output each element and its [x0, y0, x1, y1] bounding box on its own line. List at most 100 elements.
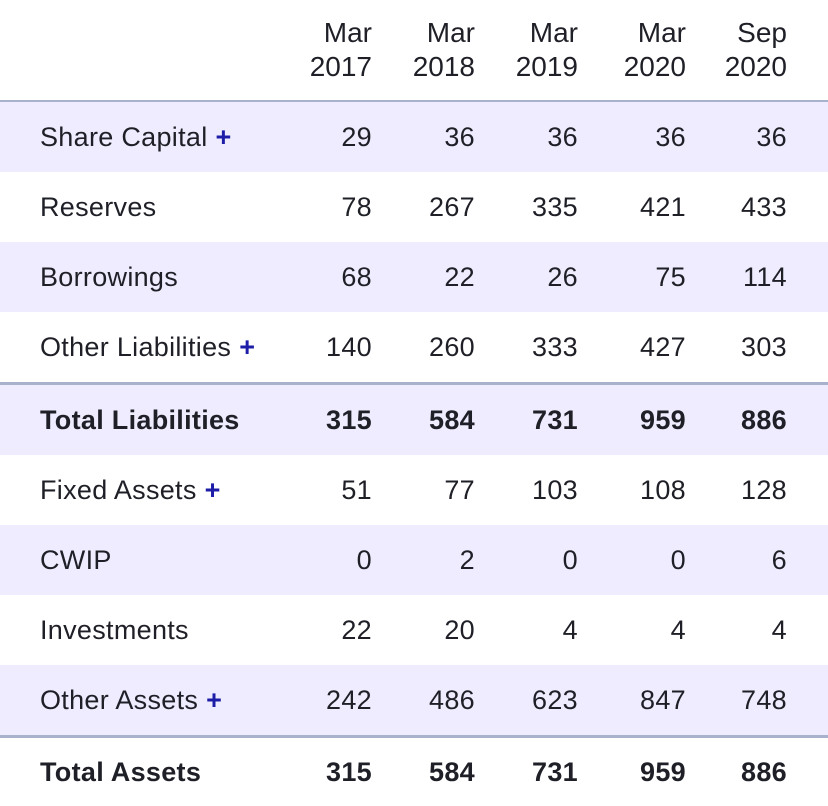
value-cell: 36	[690, 101, 828, 172]
cell-value: 335	[532, 191, 578, 222]
cell-value: 584	[429, 404, 475, 435]
cell-value: 36	[655, 121, 686, 152]
value-cell: 748	[690, 665, 828, 737]
cell-value: 4	[670, 614, 686, 645]
table-row-share-capital[interactable]: Share Capital + 29 36 36 36 36	[0, 101, 828, 172]
row-label: Total Liabilities	[40, 404, 240, 435]
row-label: Reserves	[40, 191, 157, 222]
value-cell: 267	[376, 172, 479, 242]
table-row-other-liabilities[interactable]: Other Liabilities +140 260 333 427 303	[0, 312, 828, 384]
value-cell: 886	[690, 382, 828, 455]
cell-value: 75	[655, 261, 686, 292]
cell-value: 36	[756, 121, 787, 152]
cell-value: 36	[444, 121, 475, 152]
row-label-cell: CWIP	[0, 525, 276, 595]
cell-value: 427	[640, 331, 686, 362]
value-cell: 959	[582, 735, 690, 806]
cell-value: 584	[429, 756, 475, 787]
column-header-year: 2019	[515, 51, 578, 82]
cell-value: 731	[532, 404, 578, 435]
cell-value: 128	[741, 474, 787, 505]
row-label-cell: Total Assets	[0, 735, 276, 806]
column-header-month: Mar	[637, 17, 686, 48]
value-cell: 623	[479, 665, 582, 737]
expand-plus-icon[interactable]: +	[206, 684, 223, 715]
row-label-cell: Investments	[0, 595, 276, 665]
row-label: Investments	[40, 614, 189, 645]
value-cell: 847	[582, 665, 690, 737]
row-label-cell[interactable]: Fixed Assets +	[0, 455, 276, 525]
value-cell: 433	[690, 172, 828, 242]
cell-value: 847	[640, 684, 686, 715]
cell-value: 4	[771, 614, 787, 645]
row-label-cell[interactable]: Share Capital +	[0, 101, 276, 172]
value-cell: 333	[479, 312, 582, 384]
value-cell: 128	[690, 455, 828, 525]
column-header: Mar 2020	[582, 0, 690, 102]
value-cell: 22	[376, 242, 479, 312]
table-header: Mar 2017 Mar 2018 Mar 2019 Mar 2020 Sep 2020	[0, 0, 828, 102]
cell-value: 333	[532, 331, 578, 362]
cell-value: 103	[532, 474, 578, 505]
value-cell: 108	[582, 455, 690, 525]
value-cell: 731	[479, 735, 582, 806]
row-label-cell: Total Liabilities	[0, 382, 276, 455]
cell-value: 886	[741, 404, 787, 435]
column-header-month: Mar	[323, 17, 372, 48]
cell-value: 77	[444, 474, 475, 505]
cell-value: 959	[640, 756, 686, 787]
column-header-year: 2020	[724, 51, 787, 82]
table-row-investments: Investments 22 20 4 4 4	[0, 595, 828, 665]
row-label-cell[interactable]: Other Liabilities +	[0, 312, 276, 384]
table-row-other-assets[interactable]: Other Assets +242 486 623 847 748	[0, 665, 828, 737]
value-cell: 26	[479, 242, 582, 312]
row-label-cell: Borrowings	[0, 242, 276, 312]
column-header: Sep 2020	[690, 0, 828, 102]
value-cell: 36	[376, 101, 479, 172]
cell-value: 2	[459, 544, 475, 575]
value-cell: 20	[376, 595, 479, 665]
row-label-cell[interactable]: Other Assets +	[0, 665, 276, 737]
value-cell: 242	[276, 665, 376, 737]
value-cell: 886	[690, 735, 828, 806]
value-cell: 584	[376, 382, 479, 455]
value-cell: 103	[479, 455, 582, 525]
cell-value: 29	[341, 121, 372, 152]
row-label: Total Assets	[40, 756, 202, 787]
column-header: Mar 2018	[376, 0, 479, 102]
cell-value: 433	[741, 191, 787, 222]
value-cell: 4	[690, 595, 828, 665]
value-cell: 75	[582, 242, 690, 312]
table-row-fixed-assets[interactable]: Fixed Assets +51 77 103 108 128	[0, 455, 828, 525]
row-label-cell: Reserves	[0, 172, 276, 242]
value-cell: 303	[690, 312, 828, 384]
cell-value: 242	[326, 684, 372, 715]
expand-plus-icon[interactable]: +	[204, 474, 221, 505]
column-header-month: Mar	[529, 17, 578, 48]
row-label: Other Assets	[40, 684, 199, 715]
header-label-spacer	[0, 0, 276, 102]
table-row-total-liabilities: Total Liabilities 315 584 731 959 886	[0, 382, 828, 455]
value-cell: 29	[276, 101, 376, 172]
cell-value: 36	[547, 121, 578, 152]
table-row-total-assets: Total Assets 315 584 731 959 886	[0, 735, 828, 806]
value-cell: 77	[376, 455, 479, 525]
value-cell: 78	[276, 172, 376, 242]
column-header-year: 2017	[309, 51, 372, 82]
value-cell: 315	[276, 735, 376, 806]
table-row-borrowings: Borrowings 68 22 26 75 114	[0, 242, 828, 312]
column-header: Mar 2017	[276, 0, 376, 102]
column-header: Mar 2019	[479, 0, 582, 102]
value-cell: 2	[376, 525, 479, 595]
cell-value: 315	[326, 404, 372, 435]
cell-value: 731	[532, 756, 578, 787]
cell-value: 22	[444, 261, 475, 292]
cell-value: 4	[562, 614, 578, 645]
cell-value: 0	[562, 544, 578, 575]
value-cell: 0	[276, 525, 376, 595]
expand-plus-icon[interactable]: +	[239, 331, 256, 362]
cell-value: 78	[341, 191, 372, 222]
expand-plus-icon[interactable]: +	[215, 121, 232, 152]
value-cell: 486	[376, 665, 479, 737]
